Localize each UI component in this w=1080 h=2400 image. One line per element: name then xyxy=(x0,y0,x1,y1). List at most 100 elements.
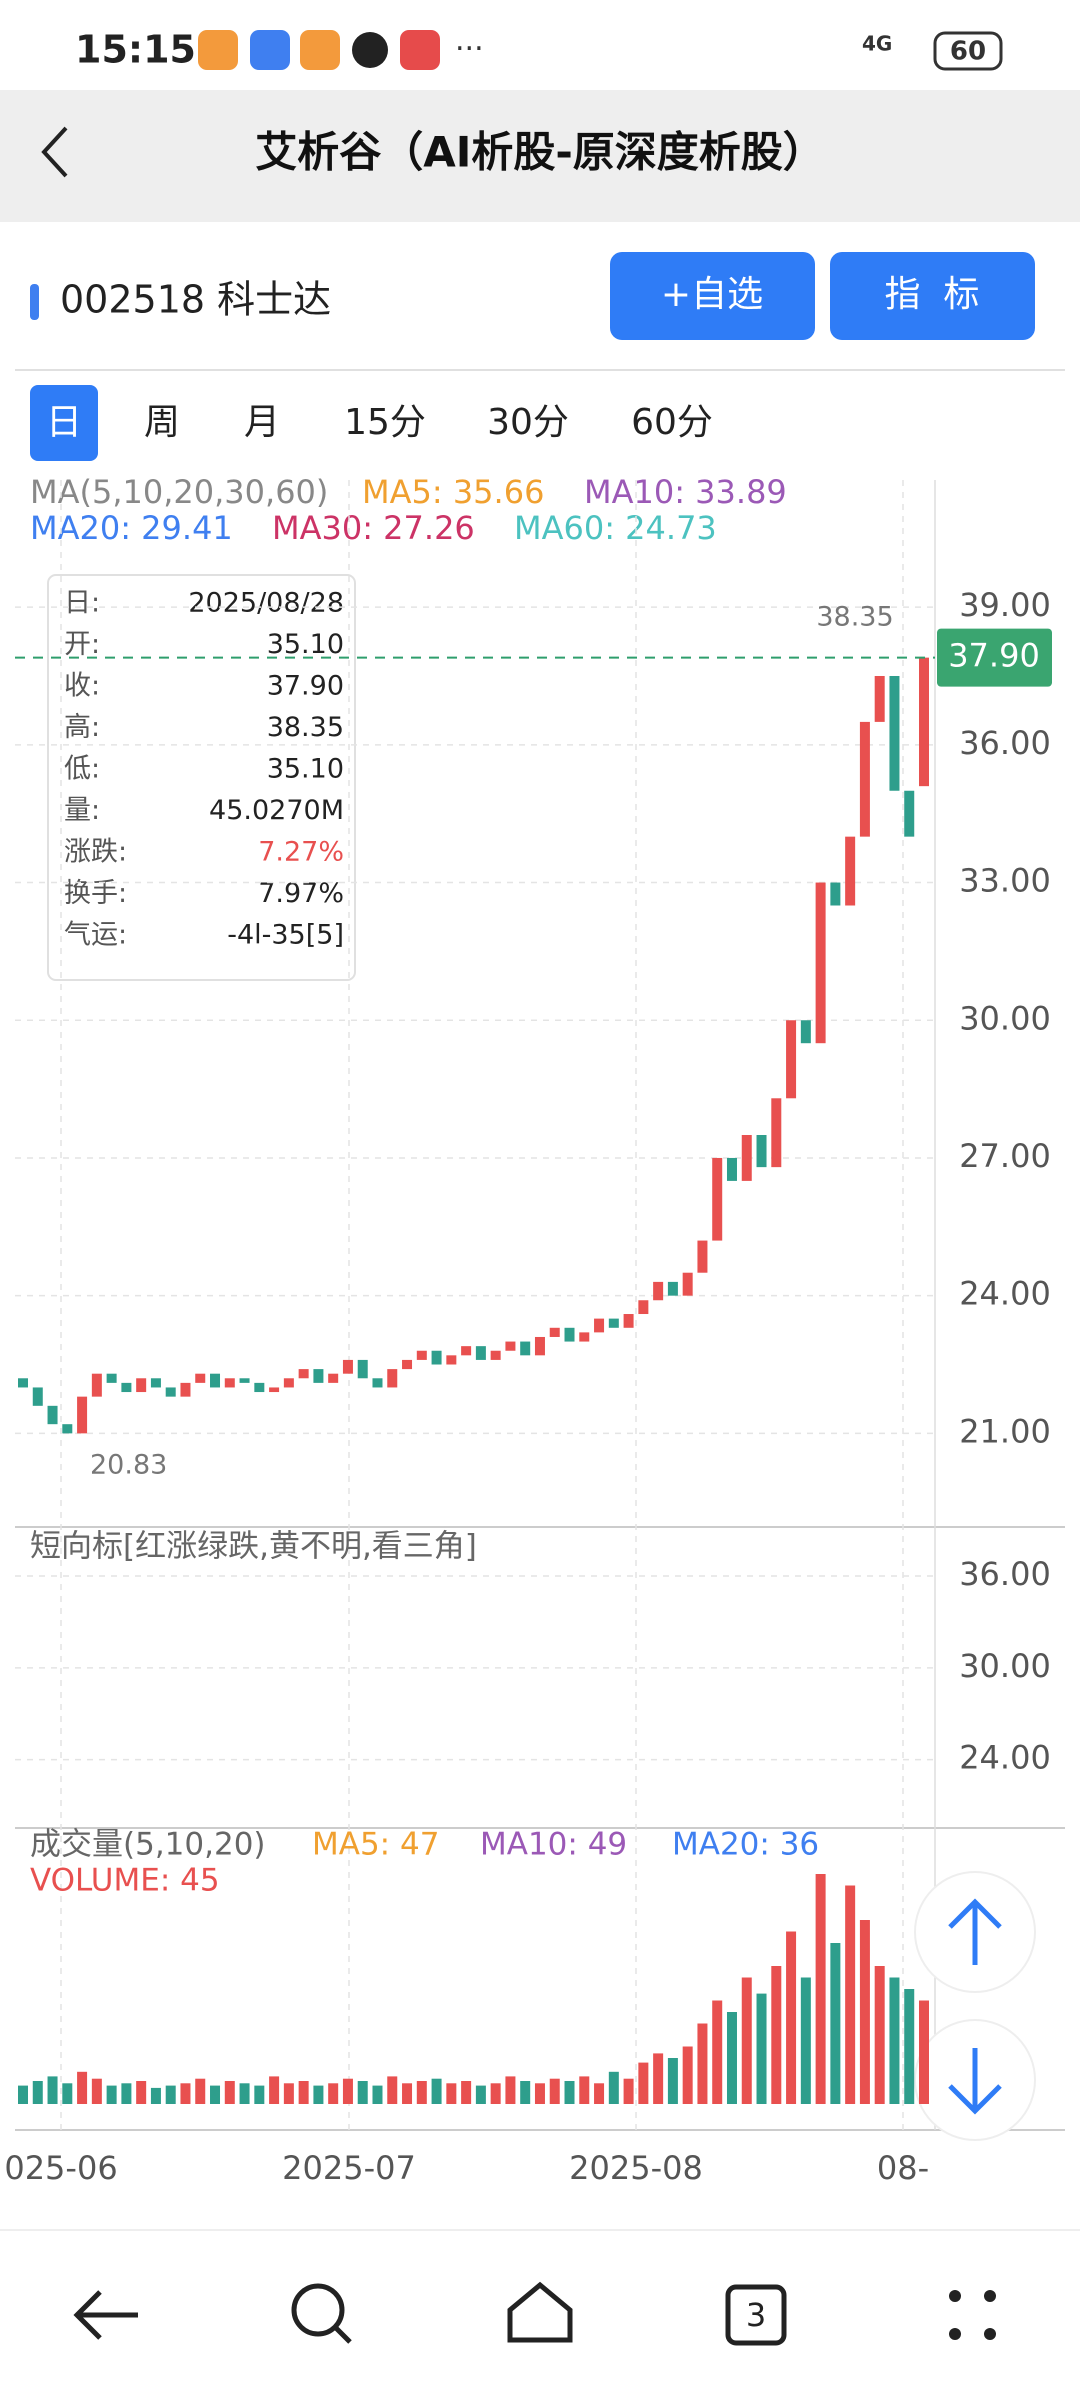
volume-bar xyxy=(815,1874,826,2104)
volume-bar xyxy=(106,2085,117,2104)
indicator-button-label: 指 标 xyxy=(885,274,980,315)
time: 15:15 xyxy=(75,28,196,72)
header-bar xyxy=(0,90,1080,222)
y-tick-label: 33.00 xyxy=(959,862,1051,900)
info-value: 37.90 xyxy=(267,671,344,702)
volume-bar xyxy=(534,2083,545,2104)
volume-bar xyxy=(91,2078,102,2104)
ma-legend: MA5: 35.66 xyxy=(362,473,544,511)
volume-bar xyxy=(830,1943,841,2104)
candle xyxy=(682,1272,693,1296)
volume-bar xyxy=(682,2046,693,2104)
period-tab: 周 xyxy=(144,402,180,443)
nav-search[interactable] xyxy=(291,2283,345,2337)
ma-legend: MA20: 29.41 xyxy=(30,509,233,547)
volume-bar xyxy=(461,2081,472,2104)
volume-bar xyxy=(328,2083,339,2104)
volume-bar xyxy=(608,2071,619,2104)
volume-bar xyxy=(18,2085,28,2104)
nav-tabs-count: 3 xyxy=(746,2296,766,2334)
current-price-tag xyxy=(937,628,1052,687)
volume-bar xyxy=(283,2083,294,2104)
volume-bar xyxy=(505,2076,516,2104)
candle xyxy=(313,1369,324,1383)
candle xyxy=(283,1378,294,1388)
high-annotation: 38.35 xyxy=(816,602,893,633)
candle xyxy=(431,1350,442,1365)
nav-menu-dot xyxy=(984,2290,996,2302)
nav-menu[interactable] xyxy=(949,2290,961,2302)
app-icon xyxy=(250,30,290,70)
candle xyxy=(845,836,856,906)
app-icon xyxy=(400,30,440,70)
info-label: 收: xyxy=(64,671,100,702)
up-arrow xyxy=(948,1898,1002,1965)
y-tick-label: 24.00 xyxy=(959,1275,1051,1313)
volume-bar xyxy=(490,2083,501,2104)
candle xyxy=(712,1157,723,1241)
indicator-button[interactable] xyxy=(830,252,1035,340)
info-value: -4l-35[5] xyxy=(227,920,344,951)
candle xyxy=(402,1359,413,1370)
volume-bar xyxy=(520,2081,531,2104)
nav-tabs[interactable] xyxy=(725,2284,787,2346)
candle xyxy=(387,1369,398,1388)
candle xyxy=(771,1098,782,1168)
period-tab: 30分 xyxy=(487,402,569,443)
network: 4G xyxy=(862,32,892,56)
volume-bar xyxy=(431,2078,442,2104)
volume-bar xyxy=(32,2081,43,2104)
nav-home[interactable] xyxy=(507,2281,573,2343)
period-tab: 日 xyxy=(46,402,82,443)
candle xyxy=(579,1332,590,1342)
info-label: 气运: xyxy=(64,920,127,951)
candle xyxy=(564,1327,575,1342)
candle xyxy=(505,1341,516,1351)
volume-bar xyxy=(224,2081,235,2104)
candle xyxy=(446,1355,457,1365)
candle xyxy=(91,1373,102,1397)
volume-bar xyxy=(165,2085,176,2104)
info-value: 38.35 xyxy=(267,712,344,743)
watch-button[interactable] xyxy=(610,252,815,340)
y-tick-label: 36.00 xyxy=(959,724,1051,762)
volume-legend: VOLUME: 45 xyxy=(30,1863,220,1899)
candle xyxy=(461,1346,472,1356)
info-value: 7.27% xyxy=(258,837,344,868)
candle xyxy=(357,1359,368,1379)
volume-bar xyxy=(269,2076,280,2104)
candle xyxy=(786,1020,797,1099)
volume-bar xyxy=(889,1977,900,2104)
candle xyxy=(165,1387,176,1397)
volume-legend: MA20: 36 xyxy=(672,1827,819,1863)
candle xyxy=(889,675,900,791)
candle xyxy=(106,1373,117,1383)
candle xyxy=(520,1341,531,1356)
period-tab: 15分 xyxy=(344,402,426,443)
info-label: 量: xyxy=(64,795,100,826)
volume-bar xyxy=(47,2076,58,2104)
candle xyxy=(328,1373,339,1383)
back-button[interactable] xyxy=(41,126,68,178)
nav-menu-dot xyxy=(984,2328,996,2340)
volume-bar xyxy=(342,2078,353,2104)
candle xyxy=(136,1378,147,1393)
candle xyxy=(549,1327,560,1337)
info-value: 2025/08/28 xyxy=(188,588,344,619)
candle xyxy=(254,1382,265,1393)
nav-back[interactable] xyxy=(73,2290,138,2340)
battery xyxy=(933,31,1003,71)
candle xyxy=(77,1396,88,1434)
candle xyxy=(18,1378,28,1388)
period-tab: 月 xyxy=(244,402,280,443)
candle xyxy=(874,675,885,722)
volume-bar xyxy=(549,2078,560,2104)
volume-bar xyxy=(402,2083,413,2104)
candle xyxy=(800,1020,811,1044)
volume-bar xyxy=(786,1931,797,2104)
volume-bar xyxy=(667,2058,678,2104)
volume-bar xyxy=(771,1966,782,2104)
candle xyxy=(121,1382,132,1393)
volume-bar xyxy=(564,2081,575,2104)
